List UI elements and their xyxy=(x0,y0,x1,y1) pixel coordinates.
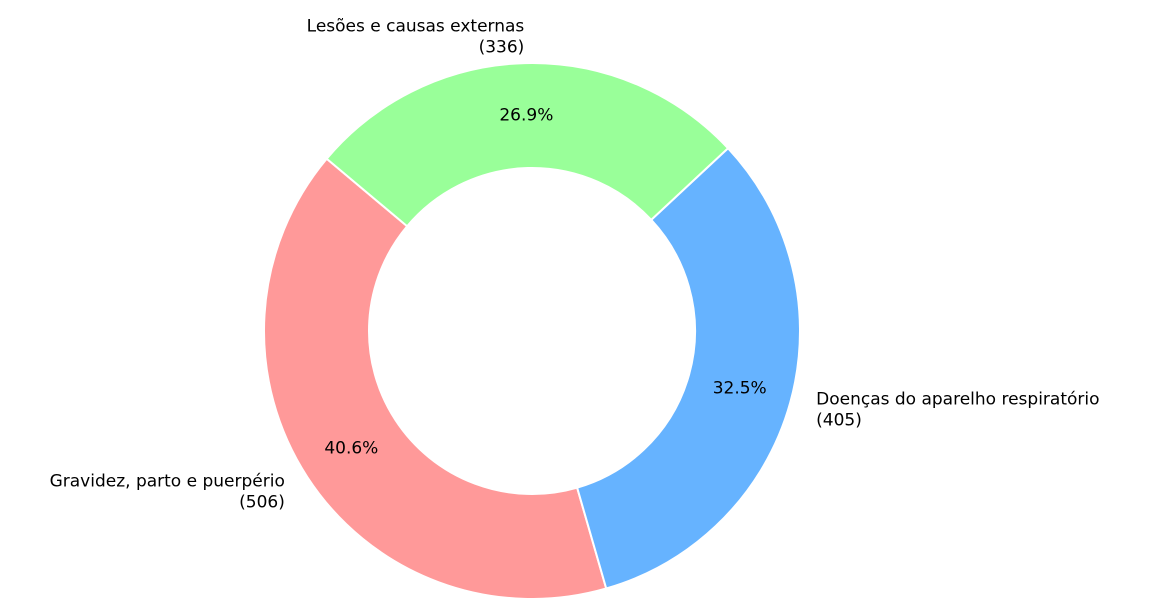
donut-slice xyxy=(325,62,730,228)
value-label: (506) xyxy=(239,493,285,513)
percent-label: 26.9% xyxy=(499,106,553,126)
donut-slice xyxy=(575,146,801,590)
category-label: Gravidez, parto e puerpério xyxy=(50,472,285,492)
value-label: (405) xyxy=(816,411,862,431)
percent-label: 32.5% xyxy=(713,378,767,398)
value-label: (336) xyxy=(479,37,525,57)
donut-slice xyxy=(263,157,608,598)
percent-label: 40.6% xyxy=(324,438,378,458)
category-label: Doenças do aparelho respiratório xyxy=(816,390,1099,410)
category-label: Lesões e causas externas xyxy=(307,16,525,36)
